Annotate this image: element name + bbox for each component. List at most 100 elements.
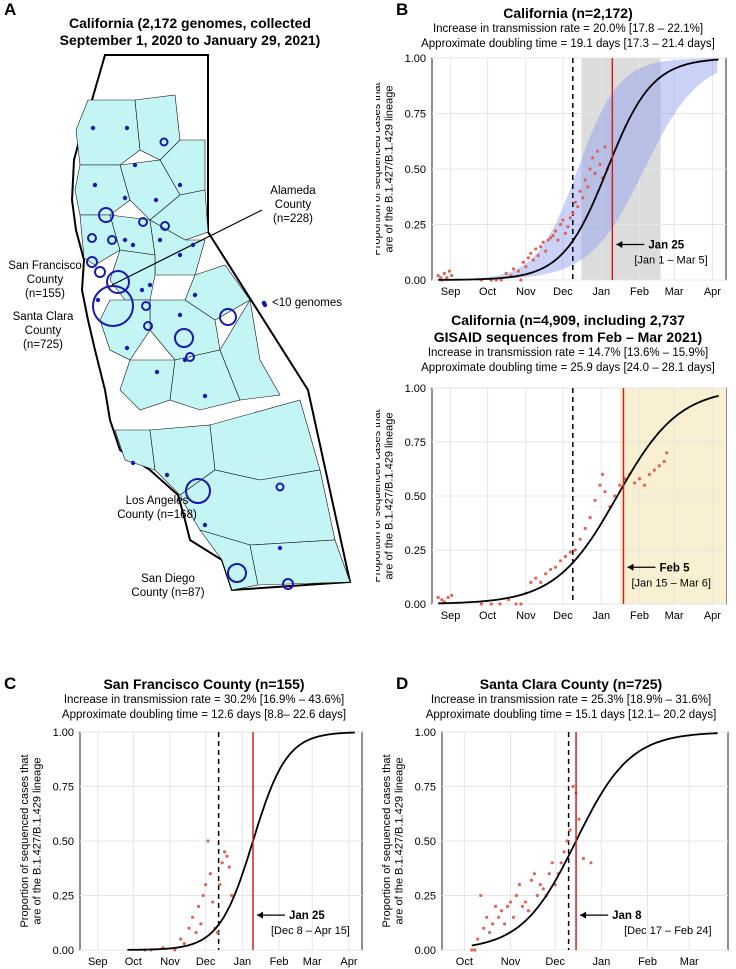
- data-point: [517, 883, 522, 887]
- x-tick-label: Feb: [638, 956, 657, 968]
- legend-label: <10 genomes: [272, 297, 343, 309]
- data-point: [482, 926, 486, 930]
- y-tick-label: 0.50: [405, 491, 426, 503]
- x-tick-label: Oct: [479, 610, 496, 622]
- genome-count-circles: [86, 137, 294, 590]
- label-san-diego: San Diego County (n=87): [128, 572, 208, 600]
- x-tick-label: Sep: [441, 286, 461, 298]
- x-tick-label: Jan: [233, 956, 251, 968]
- data-point: [508, 900, 513, 904]
- data-point: [479, 893, 483, 898]
- sf-line2: County: [26, 274, 64, 286]
- data-point: [571, 784, 575, 789]
- y-axis-label-line1: Proportion of sequenced cases that: [376, 409, 383, 582]
- data-point: [519, 602, 523, 606]
- label-alameda: Alameda County (n=228): [258, 184, 328, 226]
- data-point: [529, 251, 533, 255]
- data-point: [586, 185, 590, 189]
- data-point: [505, 904, 510, 908]
- data-point: [502, 922, 507, 926]
- data-point: [523, 900, 528, 904]
- data-point: [529, 580, 533, 584]
- y-tick-label: 1.00: [415, 727, 436, 739]
- counties-filled: [74, 94, 351, 591]
- chart-b1: Proportion of sequenced cases thatare of…: [376, 53, 727, 298]
- data-point: [196, 904, 201, 908]
- data-point: [521, 260, 526, 264]
- data-point: [539, 580, 543, 584]
- data-point: [541, 240, 545, 244]
- sd-line2: County (n=87): [131, 587, 205, 599]
- data-point: [589, 861, 593, 865]
- data-point: [590, 156, 595, 160]
- panel-a-title: California (2,172 genomes, collected Sep…: [40, 15, 340, 49]
- label-los-angeles: Los Angeles County (n=168): [112, 494, 202, 522]
- y-tick-label: 0.25: [415, 891, 436, 903]
- panel-b1-rate: Increase in transmission rate = 20.0% [1…: [432, 23, 704, 35]
- y-axis-label-line2: are of the B.1.427/B.1.429 lineage: [31, 758, 43, 925]
- data-point: [179, 937, 183, 941]
- annotation-arrowhead-icon: [580, 911, 587, 919]
- y-tick-label: 0.50: [405, 164, 426, 176]
- x-tick-label: Nov: [501, 956, 521, 968]
- data-point: [578, 189, 582, 193]
- y-tick-label: 1.00: [405, 383, 426, 395]
- alameda-line2: County: [274, 199, 312, 211]
- data-point: [532, 872, 536, 876]
- panel-b2-header: California (n=4,909, including 2,737 GIS…: [400, 312, 736, 376]
- data-point: [577, 817, 581, 821]
- data-point: [578, 537, 582, 541]
- panel-d-title: Santa Clara County (n=725): [479, 676, 663, 692]
- annotation-arrowhead-icon: [616, 240, 623, 248]
- y-tick-label: 0.25: [53, 891, 74, 903]
- data-point: [652, 468, 656, 472]
- panel-b-letter: B: [396, 0, 409, 19]
- y-axis-label: Proportion of sequenced cases thatare of…: [376, 82, 395, 255]
- data-point: [511, 915, 516, 919]
- data-point: [473, 948, 477, 952]
- panel-b2-title-line1: California (n=4,909, including 2,737: [451, 312, 685, 328]
- data-point: [583, 178, 587, 182]
- data-point: [524, 265, 528, 269]
- panel-d-rate: Increase in transmission rate = 25.3% [1…: [430, 694, 712, 706]
- data-point: [598, 483, 602, 487]
- data-point: [470, 948, 474, 952]
- data-point: [566, 225, 570, 229]
- y-tick-label: 0.25: [405, 220, 426, 232]
- y-axis-label: Proportion of sequenced cases thatare of…: [19, 754, 44, 927]
- data-point: [446, 595, 450, 600]
- x-tick-label: Mar: [665, 286, 684, 298]
- data-point: [519, 278, 523, 282]
- data-point: [568, 550, 572, 554]
- chart-c: Proportion of sequenced cases thatare of…: [19, 727, 363, 968]
- x-tick-label: Dec: [553, 286, 573, 298]
- california-map: [70, 54, 352, 592]
- data-point: [447, 269, 451, 273]
- x-tick-label: Mar: [680, 956, 699, 968]
- y-tick-label: 0.00: [405, 599, 426, 611]
- y-axis-label-line2: are of the B.1.427/B.1.429 lineage: [393, 758, 405, 925]
- data-point: [547, 872, 551, 876]
- data-point: [588, 167, 592, 171]
- x-tick-label: Nov: [516, 610, 536, 622]
- x-tick-label: Feb: [270, 956, 289, 968]
- panel-a-title-line2: September 1, 2020 to January 29, 2021): [59, 32, 321, 48]
- panel-a-title-line1: California (2,172 genomes, collected: [69, 15, 311, 31]
- data-point: [593, 498, 597, 502]
- data-point: [583, 526, 587, 530]
- data-point: [573, 200, 577, 204]
- y-tick-label: 0.50: [53, 836, 74, 848]
- data-point: [511, 267, 516, 271]
- data-point: [227, 865, 231, 869]
- chart-b2: Proportion of sequenced cases thatare of…: [376, 383, 727, 622]
- sc-line2: County: [24, 325, 62, 337]
- y-tick-label: 1.00: [53, 727, 74, 739]
- y-tick-label: 0.00: [415, 945, 436, 957]
- data-point: [541, 887, 545, 891]
- annotation-date: Feb 5: [659, 562, 690, 574]
- data-point: [558, 222, 563, 227]
- panel-b1-header: California (n=2,172) Increase in transmi…: [400, 5, 736, 52]
- small-dot-markers: [90, 125, 283, 551]
- data-point: [489, 602, 493, 606]
- data-point: [598, 162, 602, 167]
